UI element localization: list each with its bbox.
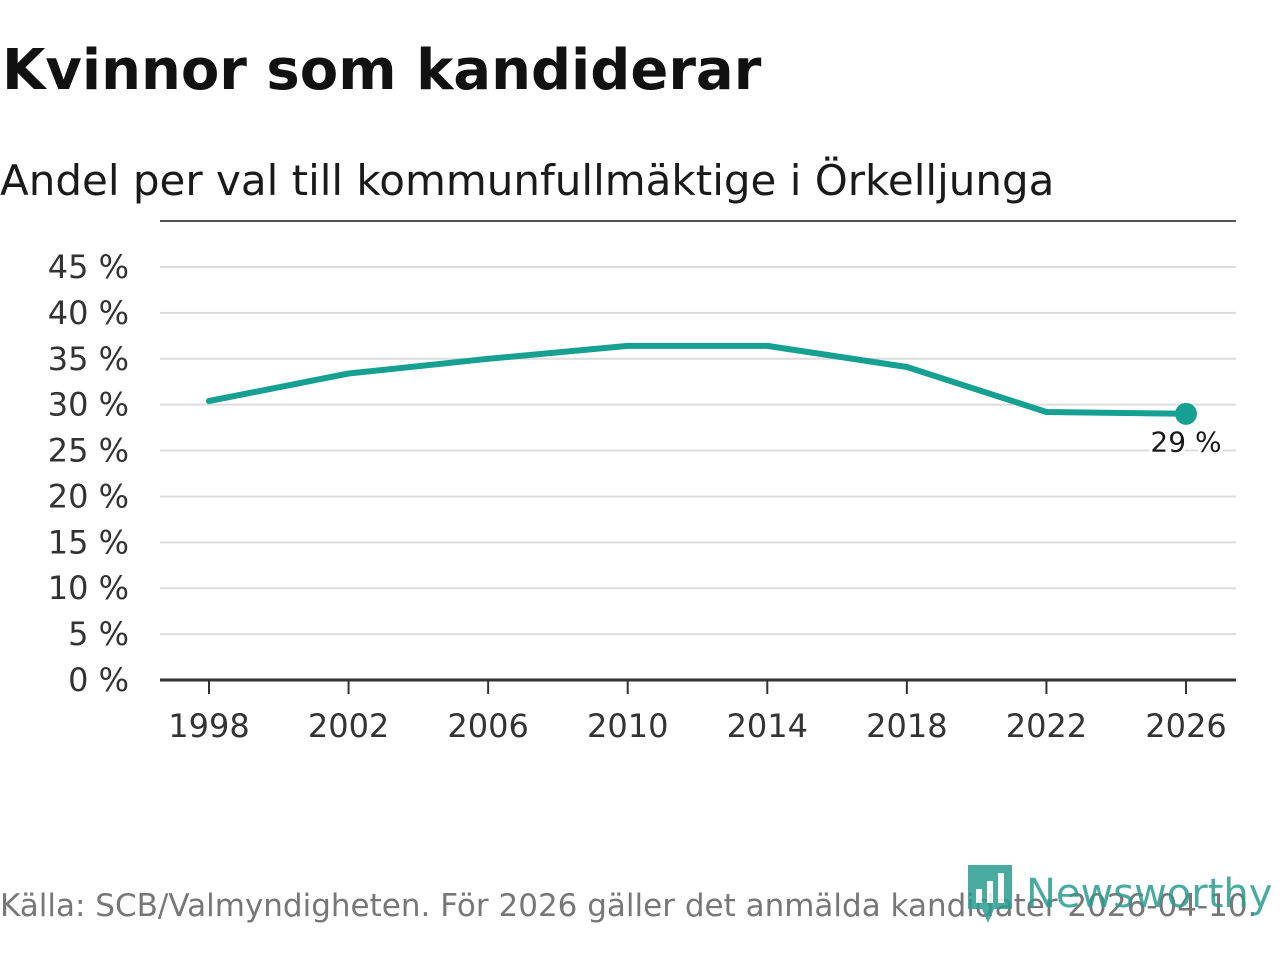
data-point [624, 342, 631, 349]
end-value-label: 29 % [1150, 425, 1221, 458]
data-point [485, 355, 492, 362]
data-point [1043, 409, 1050, 416]
y-tick-label: 30 % [48, 386, 129, 424]
x-tick-label: 2006 [447, 707, 528, 745]
x-tick-label: 1998 [168, 707, 249, 745]
data-point [764, 342, 771, 349]
y-tick-label: 25 % [48, 432, 129, 470]
y-tick-label: 20 % [48, 477, 129, 515]
newsworthy-logo-icon [968, 865, 1012, 923]
data-point [345, 370, 352, 377]
y-tick-label: 35 % [48, 340, 129, 378]
data-point [903, 364, 910, 371]
x-tick-label: 2026 [1145, 707, 1226, 745]
series: 29 % [206, 342, 1225, 461]
axes [160, 220, 1236, 694]
x-tick-label: 2018 [866, 707, 947, 745]
data-point [206, 397, 212, 404]
brand-name: Newsworthy [1026, 871, 1273, 917]
y-tick-label: 10 % [48, 569, 129, 607]
chart-subtitle: Andel per val till kommunfullmäktige i Ö… [0, 156, 1055, 205]
y-tick-label: 5 % [68, 615, 129, 653]
chart-title: Kvinnor som kandiderar [2, 38, 762, 103]
brand-logo: Newsworthy [964, 862, 1272, 926]
x-tick-label: 2010 [587, 707, 668, 745]
y-tick-label: 0 % [68, 661, 129, 699]
x-tick-label: 2014 [727, 707, 808, 745]
y-tick-labels: 0 % 5 % 10 % 15 % 20 % 25 % 30 % 35 % 40 % 45 % [48, 248, 129, 699]
y-tick-label: 40 % [48, 294, 129, 332]
source-note: Källa: SCB/Valmyndigheten. För 2026 gäll… [0, 888, 1258, 924]
x-tick-labels: 1998 2002 2006 2010 2014 2018 2022 2026 [168, 707, 1226, 745]
y-tick-label: 15 % [48, 523, 129, 561]
grid-lines [160, 266, 1236, 636]
x-tick-label: 2022 [1006, 707, 1087, 745]
end-point-marker [1175, 402, 1197, 425]
y-tick-label: 45 % [48, 248, 129, 286]
series-line [206, 342, 1189, 417]
x-tick-label: 2002 [308, 707, 389, 745]
